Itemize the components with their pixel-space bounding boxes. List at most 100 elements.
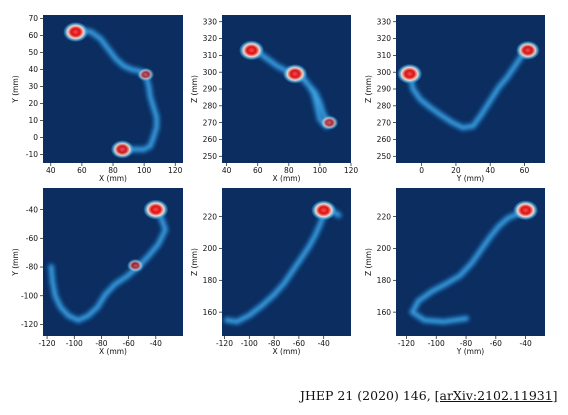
x-axis-label: Y (mm) <box>456 174 485 183</box>
y-tick-label: 270 <box>377 118 392 127</box>
hotspot <box>110 140 134 159</box>
x-axis-label: X (mm) <box>273 174 301 183</box>
y-tick-label: 40 <box>28 65 38 74</box>
y-tick-label: 320 <box>377 34 392 43</box>
y-tick-label: 50 <box>28 48 38 57</box>
x-tick-label: -80 <box>460 339 472 348</box>
y-tick-label: 320 <box>203 34 218 43</box>
x-tick-label: 40 <box>222 166 232 175</box>
y-tick-label: 200 <box>203 244 218 253</box>
y-axis-label: Z (mm) <box>190 75 199 103</box>
plot-area <box>222 15 351 163</box>
x-axis-label: Y (mm) <box>456 347 485 356</box>
x-axis-label: X (mm) <box>99 347 127 356</box>
arxiv-link[interactable]: [arXiv:2102.11931] <box>434 388 558 403</box>
x-tick-label: -40 <box>520 339 532 348</box>
hotspot <box>137 67 155 82</box>
x-tick-label: 60 <box>520 166 530 175</box>
y-tick-label: 0 <box>33 133 38 142</box>
y-tick-label: 290 <box>203 85 218 94</box>
x-tick-label: 120 <box>168 166 183 175</box>
track-line <box>49 207 168 322</box>
y-axis-label: Y (mm) <box>11 75 20 104</box>
y-tick-label: 220 <box>203 212 218 221</box>
x-tick-label: 40 <box>485 166 495 175</box>
x-tick-label: 20 <box>451 166 461 175</box>
hotspot <box>397 63 423 84</box>
y-tick-label: 280 <box>203 102 218 111</box>
y-tick-label: 220 <box>377 212 392 221</box>
x-tick-label: -40 <box>318 339 330 348</box>
panel-p4: -120 -100 -80 -60 -40 -40 -60 -80 -100 -120 X (mm)… <box>11 188 183 356</box>
hotspot <box>126 258 144 273</box>
y-axis-label: Z (mm) <box>364 248 373 276</box>
panel-p3: 0 20 40 60 330 320 310 300 290 280 270 260 250 Y (mm)… <box>364 15 545 183</box>
x-tick-label: -60 <box>123 339 135 348</box>
y-axis-label: Z (mm) <box>190 248 199 276</box>
y-tick-label: 160 <box>377 308 392 317</box>
x-tick-label: 100 <box>137 166 152 175</box>
track-line <box>72 28 159 152</box>
x-axis-label: X (mm) <box>273 347 301 356</box>
y-tick-label: 300 <box>203 68 218 77</box>
y-tick-label: 300 <box>377 68 392 77</box>
y-tick-label: 250 <box>203 152 218 161</box>
x-tick-label: -100 <box>66 339 83 348</box>
y-tick-label: -120 <box>21 320 38 329</box>
y-tick-label: -40 <box>26 205 38 214</box>
x-tick-label: -60 <box>490 339 502 348</box>
x-axis-label: X (mm) <box>99 174 127 183</box>
x-tick-label: -120 <box>216 339 233 348</box>
x-tick-label: 80 <box>108 166 118 175</box>
y-tick-label: -60 <box>26 234 38 243</box>
y-tick-label: 20 <box>28 99 38 108</box>
hotspot <box>320 115 339 130</box>
hotspot <box>515 40 540 60</box>
hotspot <box>282 64 308 84</box>
citation-text: JHEP 21 (2020) 146, <box>300 388 435 403</box>
y-tick-label: -100 <box>21 291 38 300</box>
y-tick-label: 260 <box>203 135 218 144</box>
y-tick-label: 160 <box>203 308 218 317</box>
x-tick-label: -80 <box>95 339 107 348</box>
x-tick-label: 100 <box>313 166 328 175</box>
x-tick-label: -100 <box>241 339 258 348</box>
plot-area <box>43 15 183 163</box>
x-tick-label: -120 <box>39 339 56 348</box>
hotspot <box>311 200 337 221</box>
panel-p6: -120 -100 -80 -60 -40 220 200 180 160 Y (mm) Z (mm… <box>364 188 545 356</box>
x-tick-label: -100 <box>428 339 445 348</box>
y-tick-label: 200 <box>377 244 392 253</box>
x-tick-label: 0 <box>419 166 424 175</box>
hotspot <box>143 199 169 220</box>
y-tick-label: -80 <box>26 263 38 272</box>
x-tick-label: 40 <box>46 166 56 175</box>
hotspot <box>63 22 89 43</box>
track-line <box>248 48 333 128</box>
y-tick-label: 290 <box>377 85 392 94</box>
panel-p2: 40 60 80 100 120 330 320 310 300 290 280 270 260 250 X… <box>190 15 358 183</box>
y-tick-label: 180 <box>377 276 392 285</box>
y-tick-label: 270 <box>203 118 218 127</box>
x-tick-label: 120 <box>344 166 359 175</box>
citation: JHEP 21 (2020) 146, [arXiv:2102.11931] <box>300 388 558 403</box>
y-tick-label: 310 <box>377 51 392 60</box>
track-line <box>410 210 528 324</box>
y-tick-label: 180 <box>203 276 218 285</box>
y-tick-label: 30 <box>28 82 38 91</box>
hotspot <box>239 40 265 61</box>
plot-area <box>396 15 545 163</box>
y-axis-label: Y (mm) <box>11 248 20 277</box>
x-tick-label: 60 <box>77 166 87 175</box>
y-tick-label: 70 <box>28 14 38 23</box>
x-tick-label: -40 <box>150 339 162 348</box>
x-tick-label: 60 <box>253 166 263 175</box>
y-tick-label: 280 <box>377 102 392 111</box>
x-tick-label: 80 <box>284 166 294 175</box>
y-tick-label: 310 <box>203 51 218 60</box>
x-tick-label: -80 <box>268 339 280 348</box>
y-tick-label: 250 <box>377 152 392 161</box>
y-tick-label: 330 <box>377 17 392 26</box>
track-line <box>407 48 530 130</box>
